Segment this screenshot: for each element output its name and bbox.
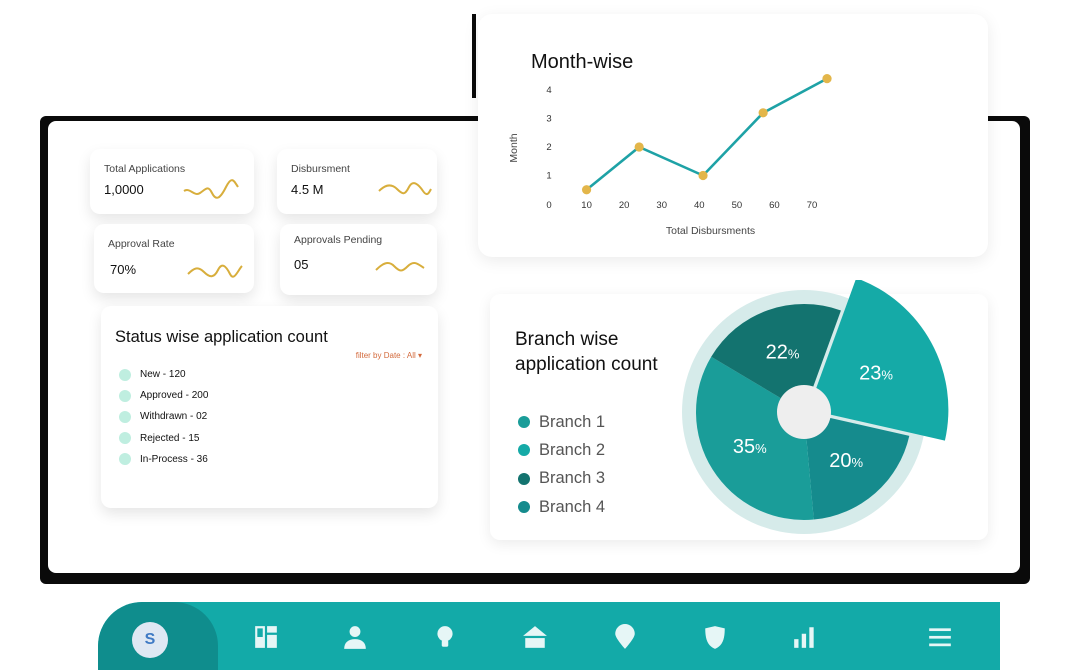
sparkline-icon	[187, 264, 243, 278]
status-title: Status wise application count	[115, 328, 328, 346]
y-tick-label: 4	[546, 85, 551, 96]
kpi-card-disbursment[interactable]: Disbursment 4.5 M	[277, 149, 437, 214]
kpi-label: Total Applications	[104, 163, 186, 175]
kpi-card-total-applications[interactable]: Total Applications 1,0000	[90, 149, 254, 214]
pie-legend: Branch 1 Branch 2 Branch 3 Branch 4	[518, 408, 605, 521]
legend-dot-icon	[518, 416, 530, 429]
user-icon[interactable]	[342, 624, 368, 650]
kpi-label: Approval Rate	[108, 238, 175, 250]
legend-label: Branch 4	[539, 497, 606, 516]
line-chart-card: Month-wise 0 10 20 30 40 50 60 70 1 2 3 4 Total Disb…	[478, 14, 988, 257]
status-dot-icon	[119, 410, 131, 423]
status-item-label: Withdrawn - 02	[140, 411, 208, 423]
pie-chart-title: Branch wise application count	[515, 329, 658, 375]
status-item: Withdrawn - 02	[119, 406, 208, 427]
date-filter-label: filter by Date : All	[355, 351, 416, 360]
sparkline-icon	[183, 179, 239, 199]
slice-label: 23%	[859, 363, 893, 385]
status-item-label: New - 120	[140, 369, 186, 381]
data-point	[698, 170, 708, 181]
kpi-card-approvals-pending[interactable]: Approvals Pending 05	[280, 224, 437, 295]
status-item-label: In-Process - 36	[140, 453, 208, 465]
nav-logo-area: S	[98, 602, 218, 670]
pie-slice	[808, 280, 949, 441]
shield-icon[interactable]	[702, 624, 728, 650]
legend-dot-icon	[518, 472, 530, 485]
status-list: New - 120 Approved - 200 Withdrawn - 02 …	[119, 364, 208, 470]
legend-label: Branch 3	[539, 469, 606, 488]
slice-label: 20%	[829, 450, 863, 472]
x-axis-label: Total Disbursments	[666, 225, 755, 237]
dashboard-icon[interactable]	[253, 624, 279, 650]
status-item: Rejected - 15	[119, 428, 208, 449]
lightbulb-icon[interactable]	[432, 624, 458, 650]
kpi-value: 1,0000	[104, 182, 144, 197]
data-point	[822, 74, 832, 84]
legend-dot-icon	[518, 501, 530, 514]
kpi-value: 4.5 M	[291, 182, 324, 197]
status-dot-icon	[119, 453, 131, 466]
status-item: New - 120	[119, 364, 208, 385]
legend-label: Branch 2	[539, 440, 606, 459]
caret-down-icon: ▾	[417, 351, 422, 360]
status-item-label: Approved - 200	[140, 390, 209, 402]
y-axis-label: Month	[508, 133, 520, 162]
legend-item: Branch 3	[518, 465, 605, 493]
kpi-value: 05	[294, 257, 309, 272]
x-tick-label: 50	[732, 200, 743, 211]
bottom-nav-bar: S	[98, 602, 1000, 670]
data-point	[581, 185, 592, 195]
status-card: Status wise application count filter by …	[101, 306, 438, 508]
backdrop-shadow-top	[472, 14, 476, 98]
x-tick-label: 0	[546, 200, 551, 211]
slice-label: 35%	[733, 436, 767, 458]
status-item: Approved - 200	[119, 385, 208, 406]
legend-label: Branch 1	[539, 412, 606, 431]
slice-label: 22%	[766, 342, 800, 364]
status-item: In-Process - 36	[119, 449, 208, 470]
pie-center-hole	[777, 385, 831, 439]
y-tick-label: 2	[546, 142, 551, 153]
data-point	[758, 108, 768, 118]
legend-item: Branch 4	[518, 493, 605, 521]
logo-button[interactable]: S	[132, 622, 168, 658]
x-tick-label: 30	[656, 200, 667, 211]
x-tick-label: 60	[769, 200, 780, 211]
home-icon[interactable]	[522, 624, 548, 650]
x-tick-label: 70	[807, 200, 818, 211]
menu-icon[interactable]	[927, 624, 953, 650]
x-tick-label: 40	[694, 200, 705, 211]
y-tick-label: 3	[546, 114, 551, 125]
pie-slice	[696, 356, 814, 520]
bar-chart-icon[interactable]	[792, 624, 818, 650]
data-point	[634, 142, 644, 152]
kpi-card-approval-rate[interactable]: Approval Rate 70%	[94, 224, 254, 293]
legend-item: Branch 1	[518, 408, 605, 436]
sparkline-icon	[378, 182, 432, 196]
pie-chart: 23% 20% 35% 22%	[682, 280, 949, 534]
pie-slice	[804, 412, 910, 520]
line-chart: 0 10 20 30 40 50 60 70 1 2 3 4 Total Disbursments Mon…	[508, 74, 832, 237]
y-tick-label: 1	[546, 171, 551, 182]
location-pin-icon[interactable]	[612, 624, 638, 650]
status-dot-icon	[119, 368, 131, 381]
status-dot-icon	[119, 432, 131, 445]
x-tick-label: 20	[619, 200, 630, 211]
x-tick-label: 10	[581, 200, 592, 211]
pie-slice	[711, 304, 841, 412]
legend-item: Branch 2	[518, 436, 605, 464]
date-filter-dropdown[interactable]: filter by Date : All ▾	[356, 351, 422, 360]
chart-title: Month-wise	[531, 51, 634, 73]
status-dot-icon	[119, 389, 131, 402]
status-item-label: Rejected - 15	[140, 432, 200, 444]
kpi-label: Disbursment	[291, 163, 350, 175]
legend-dot-icon	[518, 444, 530, 457]
sparkline-icon	[375, 261, 425, 272]
kpi-value: 70%	[110, 262, 137, 277]
kpi-label: Approvals Pending	[294, 234, 383, 246]
